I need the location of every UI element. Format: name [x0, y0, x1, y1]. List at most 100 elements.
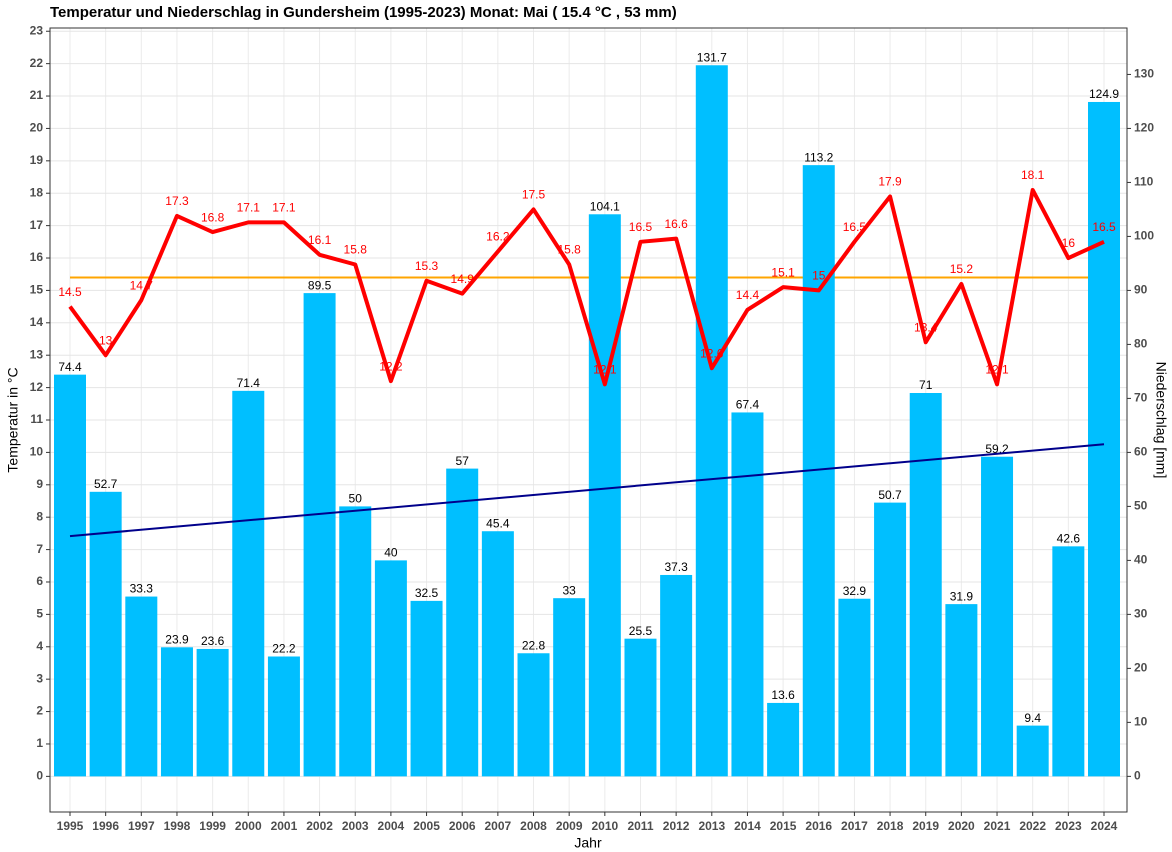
y2-tick-label: 60: [1134, 445, 1148, 459]
bar-value-label: 50: [349, 492, 363, 506]
y-tick-label: 20: [30, 121, 44, 135]
y-tick-label: 10: [30, 445, 44, 459]
y2-tick-label: 90: [1134, 283, 1148, 297]
line-value-label: 14.4: [736, 288, 760, 302]
bar: [731, 412, 764, 777]
x-tick-label: 1999: [199, 819, 226, 833]
x-tick-label: 2013: [698, 819, 725, 833]
bar: [909, 393, 942, 777]
line-value-label: 18.1: [1021, 168, 1045, 182]
y-tick-label: 6: [36, 574, 43, 588]
x-tick-label: 2010: [591, 819, 618, 833]
line-value-label: 17.1: [272, 201, 296, 215]
bar-value-label: 37.3: [664, 560, 688, 574]
bar: [981, 456, 1014, 777]
x-tick-label: 2018: [877, 819, 904, 833]
y-tick-label: 13: [30, 347, 44, 361]
y-tick-label: 11: [30, 412, 43, 426]
bar-value-label: 131.7: [697, 50, 727, 64]
y2-tick-label: 110: [1134, 175, 1154, 189]
bar-value-label: 74.4: [58, 360, 82, 374]
bar: [339, 506, 372, 777]
y-tick-label: 15: [30, 283, 44, 297]
y2-tick-label: 50: [1134, 499, 1148, 513]
x-tick-label: 2001: [271, 819, 298, 833]
bar-value-label: 25.5: [629, 624, 653, 638]
bar-value-label: 52.7: [94, 477, 118, 491]
x-tick-label: 2002: [306, 819, 333, 833]
y2-tick-label: 20: [1134, 661, 1148, 675]
x-tick-label: 2004: [378, 819, 405, 833]
y2-tick-label: 10: [1134, 715, 1148, 729]
line-value-label: 14.9: [451, 272, 475, 286]
bar: [1088, 101, 1120, 777]
bar: [874, 502, 907, 777]
y-tick-label: 1: [36, 736, 43, 750]
line-value-label: 16: [1062, 236, 1076, 250]
line-value-label: 13.4: [914, 320, 938, 334]
y2-tick-label: 40: [1134, 553, 1148, 567]
x-tick-label: 2015: [770, 819, 797, 833]
bar: [945, 604, 978, 777]
x-tick-label: 1997: [128, 819, 155, 833]
plot-border: [49, 27, 1128, 813]
bar-value-label: 22.2: [272, 642, 296, 656]
x-tick-label: 2000: [235, 819, 262, 833]
temperature-line: [68, 187, 1105, 387]
x-tick-label: 2006: [449, 819, 476, 833]
x-tick-label: 2022: [1019, 819, 1046, 833]
line-value-label: 12.1: [985, 363, 1009, 377]
line-value-label: 16.2: [486, 230, 510, 244]
y2-tick-label: 30: [1134, 607, 1148, 621]
x-tick-label: 2012: [663, 819, 690, 833]
y-tick-label: 3: [36, 671, 43, 685]
x-tick-label: 1998: [164, 819, 191, 833]
bar-value-label: 67.4: [736, 398, 760, 412]
y-tick-label: 21: [30, 88, 44, 102]
trend-line: [69, 443, 1105, 538]
line-value-label: 17.5: [522, 188, 546, 202]
y2-axis-title: Niederschlag [mm]: [1153, 362, 1169, 479]
x-tick-label: 2011: [627, 819, 653, 833]
line-value-label: 15.8: [344, 243, 368, 257]
y-tick-label: 5: [36, 607, 43, 621]
bar-value-label: 31.9: [950, 589, 974, 603]
y2-tick-label: 0: [1134, 769, 1141, 783]
y2-tick-label: 70: [1134, 391, 1148, 405]
bar: [89, 491, 122, 777]
bar-value-label: 9.4: [1024, 711, 1041, 725]
bar: [410, 600, 443, 777]
bar: [767, 702, 800, 777]
x-axis-title: Jahr: [574, 835, 602, 851]
line-value-label: 16.6: [664, 217, 688, 231]
bar-value-label: 104.1: [590, 199, 620, 213]
bar-value-label: 22.8: [522, 638, 546, 652]
bar-value-label: 89.5: [308, 278, 332, 292]
x-tick-label: 2009: [556, 819, 583, 833]
y-tick-label: 7: [36, 542, 43, 556]
bar-value-label: 32.9: [843, 584, 867, 598]
x-tick-label: 2005: [413, 819, 440, 833]
y-tick-label: 9: [36, 477, 43, 491]
line-value-label: 16.5: [843, 220, 867, 234]
line-value-label: 15.2: [950, 262, 974, 276]
bar-value-label: 23.6: [201, 634, 225, 648]
y2-tick-label: 120: [1134, 121, 1154, 135]
y-tick-label: 2: [36, 704, 43, 718]
bar: [303, 293, 336, 777]
x-tick-label: 2020: [948, 819, 975, 833]
y2-tick-label: 80: [1134, 337, 1148, 351]
bar-value-label: 42.6: [1057, 532, 1081, 546]
bar-value-label: 45.4: [486, 516, 510, 530]
bar-value-label: 33.3: [130, 582, 154, 596]
line-value-label: 17.9: [878, 175, 902, 189]
bar: [517, 653, 550, 777]
y-tick-label: 19: [30, 153, 44, 167]
y-tick-label: 4: [36, 639, 43, 653]
line-value-label: 12.2: [379, 359, 403, 373]
bar: [624, 638, 657, 777]
line-value-label: 16.8: [201, 210, 225, 224]
bar-value-label: 113.2: [804, 150, 833, 164]
line-value-label: 15.1: [771, 265, 795, 279]
